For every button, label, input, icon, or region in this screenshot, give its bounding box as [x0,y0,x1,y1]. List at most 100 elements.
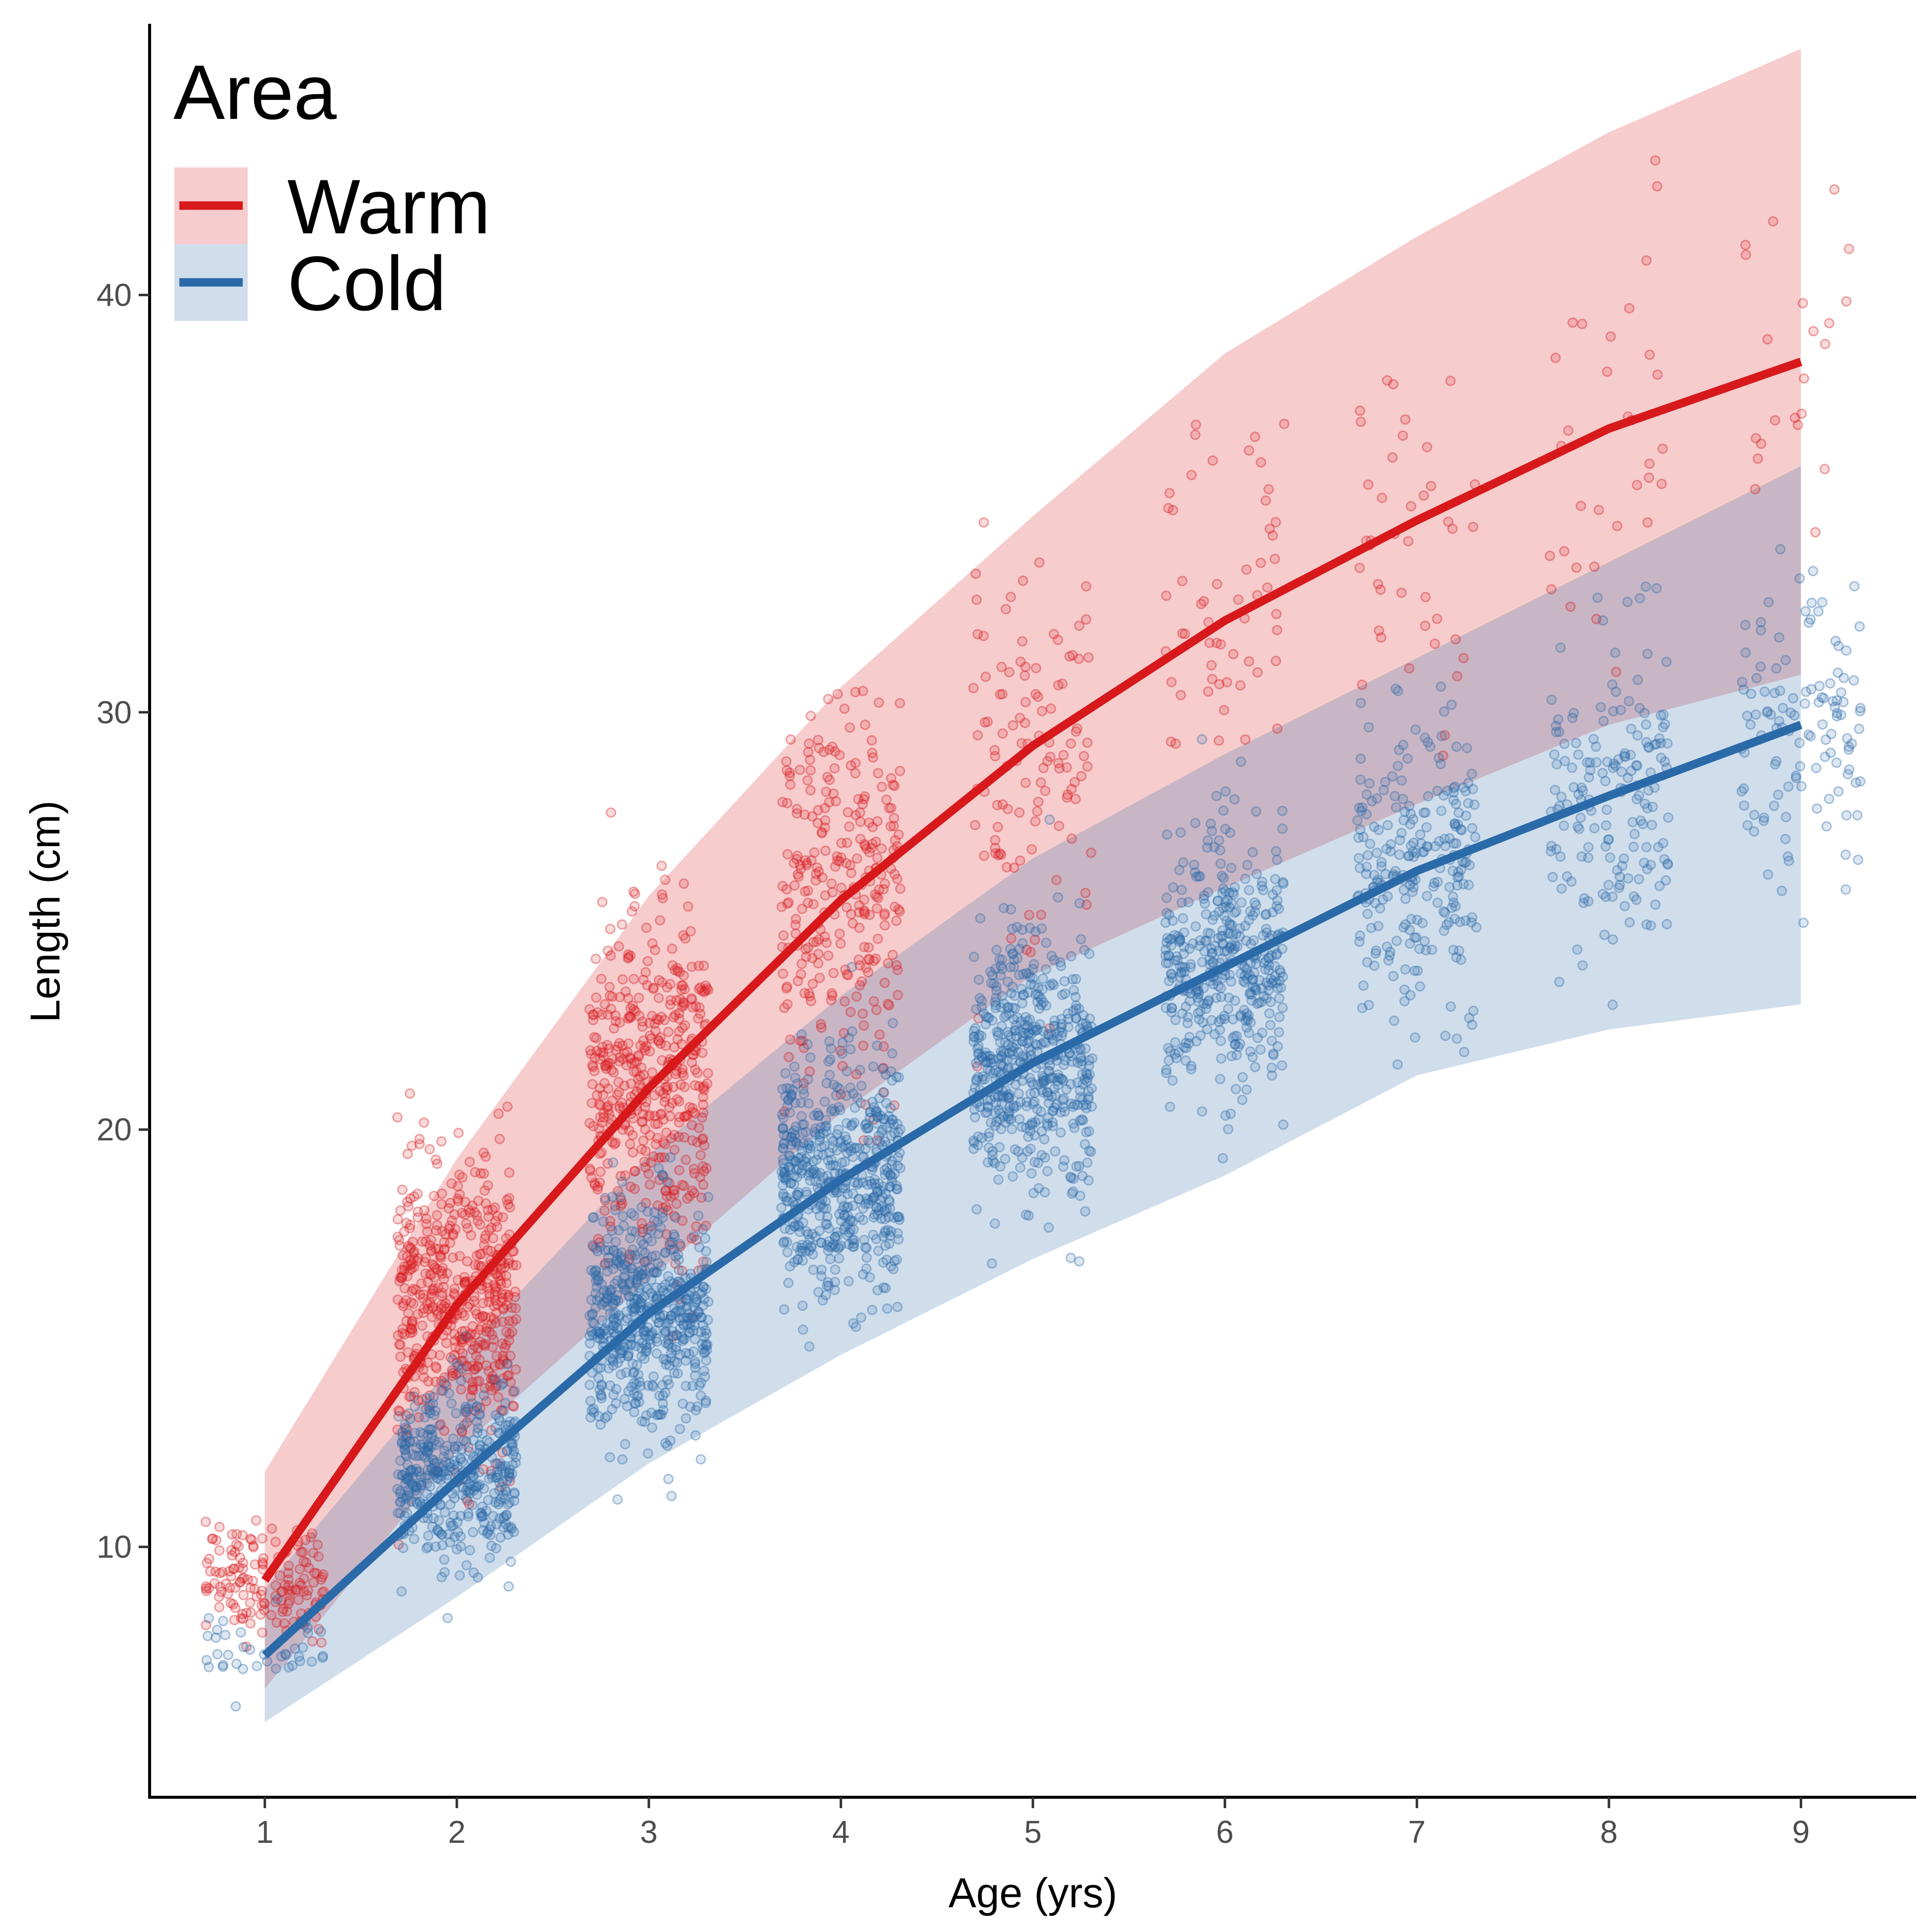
data-point [803,1170,814,1181]
data-point [1388,971,1399,981]
data-point [1447,903,1457,913]
data-point [1389,1016,1399,1026]
data-point [248,1540,259,1551]
data-point [1617,860,1628,871]
data-point [892,990,903,1001]
data-point [781,983,792,994]
data-point [887,1156,898,1167]
data-point [998,1092,1009,1103]
data-point [455,1510,466,1521]
data-point [821,1219,832,1230]
data-point [1065,1252,1076,1263]
data-point [854,954,864,965]
data-point [845,1082,856,1093]
data-point [895,698,906,708]
data-point [1850,777,1861,788]
data-point [1415,981,1425,992]
data-point [464,1157,475,1167]
data-point [248,1542,259,1553]
data-point [1199,890,1210,901]
data-point [1742,710,1753,721]
data-point [1756,438,1767,449]
data-point [1355,753,1366,764]
data-point [1468,522,1479,533]
data-point [1382,375,1393,386]
data-point [1405,990,1416,1001]
data-point [1390,791,1400,802]
data-point [481,1326,491,1337]
data-point [1404,801,1415,811]
data-point [436,1252,447,1263]
data-point [1573,749,1584,760]
data-point [976,995,987,1006]
data-point [805,785,816,796]
data-point [1643,742,1654,752]
data-point [617,1176,628,1187]
data-point [1032,1079,1043,1090]
data-point [201,1620,212,1630]
data-point [505,1556,516,1567]
data-point [1393,760,1403,771]
data-point [463,1333,474,1343]
data-point [695,1009,706,1020]
data-point [663,1474,674,1485]
data-point [593,1123,604,1134]
data-point [1780,811,1791,822]
data-point [861,1252,872,1263]
data-point [486,1319,497,1330]
data-point [405,1255,416,1266]
data-point [826,988,837,999]
data-point [1184,996,1195,1007]
data-point [237,1573,248,1584]
data-point [1759,686,1770,697]
data-point [895,1163,906,1174]
data-point [886,1261,897,1272]
data-point [298,1642,308,1653]
data-point [245,1582,256,1593]
data-point [1020,718,1030,728]
data-point [438,1274,449,1285]
data-point [598,1051,609,1062]
data-point [490,1409,501,1420]
data-point [1400,414,1411,425]
data-point [1363,479,1374,490]
data-point [469,1207,480,1218]
data-point [467,1377,478,1388]
data-point [1824,794,1834,805]
data-point [1081,1127,1092,1137]
data-point [970,568,981,579]
data-point [397,1184,408,1195]
data-point [823,1056,834,1067]
data-point [445,1294,456,1305]
data-point [250,1559,261,1570]
data-point [294,1651,304,1662]
data-point [429,1190,439,1201]
data-point [445,1352,456,1363]
data-point [1257,1027,1268,1038]
data-point [1563,425,1574,436]
data-point [404,1490,414,1501]
data-point [1066,784,1077,795]
data-point [1264,1008,1275,1019]
data-point [821,1203,832,1214]
data-point [793,869,803,880]
data-point [681,1154,691,1165]
data-point [1376,861,1387,872]
data-point [628,886,639,897]
data-point [437,1540,448,1551]
data-point [1268,1050,1279,1061]
data-point [1769,801,1779,811]
data-point [1775,544,1786,555]
data-point [266,1610,277,1620]
data-point [1084,948,1095,959]
data-point [647,1067,657,1078]
data-point [1355,774,1366,785]
data-point [1800,698,1810,709]
data-point [1460,810,1471,821]
data-point [480,1234,490,1244]
data-point [1829,184,1840,195]
data-point [640,1124,650,1135]
data-point [1082,761,1093,772]
data-point [1746,689,1757,699]
data-point [1650,155,1661,166]
